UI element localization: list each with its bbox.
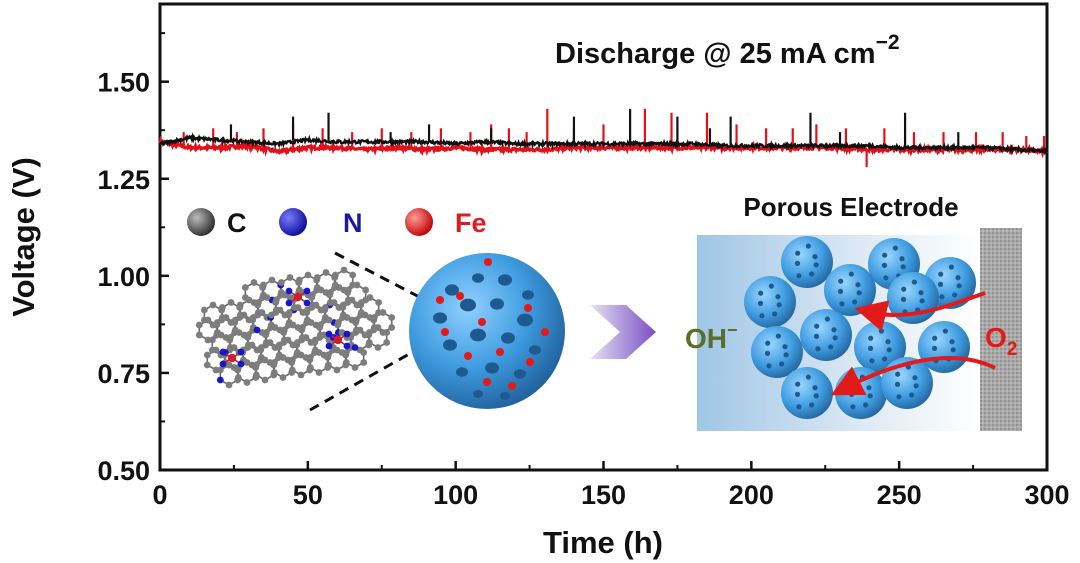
y-axis-title: Voltage (V)	[6, 157, 41, 317]
discharge-annotation: Discharge @ 25 mA cm−2	[555, 31, 900, 70]
fe-site-dot	[541, 328, 549, 336]
zoom-line-bottom	[309, 343, 426, 412]
fe-site-dot	[526, 358, 534, 366]
porous-ball-icon	[781, 236, 833, 288]
y-tick-label-2: 1.00	[97, 262, 150, 292]
x-tick-label-3: 150	[581, 480, 626, 510]
porous-ball-icon	[744, 276, 796, 328]
fe-site-dot	[484, 258, 492, 266]
y-tick-label-0: 0.50	[97, 456, 150, 486]
fe-site-dot	[478, 318, 486, 326]
porous-electrode-title: Porous Electrode	[743, 192, 958, 222]
sphere-pore	[473, 390, 483, 398]
x-tick-label-2: 100	[433, 480, 478, 510]
sphere-pore	[500, 392, 510, 400]
fe-site-dot	[524, 304, 532, 312]
sphere-pore	[490, 298, 504, 310]
chevron-arrow-icon	[590, 305, 656, 359]
sphere-pore	[501, 332, 515, 344]
x-tick-label-5: 250	[877, 480, 922, 510]
porous-ball-icon	[800, 309, 852, 361]
legend-label-fe: Fe	[455, 208, 487, 238]
o2-flow-arrow-lower	[830, 356, 996, 396]
series-line-1	[159, 132, 1049, 156]
legend-label-c: C	[227, 208, 247, 238]
porous-ball-icon	[854, 321, 906, 373]
oxygen-label: O2	[985, 322, 1017, 360]
porous-ball-icon	[881, 357, 933, 409]
oxygen-label-subscript: 2	[1007, 339, 1018, 360]
carbon-atom-icon	[187, 208, 215, 236]
discharge-annotation-main: Discharge @ 25 mA cm	[555, 38, 876, 70]
fe-site-dot	[508, 382, 516, 390]
sphere-pore	[470, 328, 486, 342]
sphere-pore	[485, 362, 499, 374]
sphere-pore	[433, 312, 447, 324]
nitrogen-atom-icon	[279, 208, 307, 236]
fe-site-dot	[496, 348, 504, 356]
fe-site-dot	[441, 328, 449, 336]
fe-site-dot	[464, 352, 472, 360]
porous-ball-icon	[824, 264, 876, 316]
sphere-pore	[517, 313, 533, 327]
sphere-pore	[498, 274, 512, 286]
porous-sphere-icon	[409, 253, 565, 409]
x-tick-label-6: 300	[1024, 480, 1069, 510]
sphere-pore	[522, 290, 534, 300]
fe-n-c-molecular-structure-icon	[195, 266, 396, 389]
atom-legend: C N Fe	[187, 208, 487, 238]
y-tick-label-3: 1.25	[97, 165, 150, 195]
hydroxide-label: OH−	[685, 320, 738, 354]
oxygen-label-text: O	[985, 322, 1007, 353]
sphere-pore	[443, 339, 457, 351]
sphere-pore	[460, 298, 476, 312]
fe-site-dot	[436, 296, 444, 304]
x-axis-title: Time (h)	[543, 525, 663, 560]
sphere-pore	[456, 367, 468, 377]
o2-flow-arrow-upper	[854, 291, 986, 332]
hydroxide-label-text: OH	[685, 323, 727, 354]
sphere-pore	[529, 345, 541, 355]
x-tick-label-0: 0	[152, 480, 167, 510]
series-layer	[158, 108, 1049, 168]
hydroxide-label-charge: −	[727, 320, 738, 340]
sphere-pore	[445, 284, 459, 296]
porous-electrode-diagram: OH− O2	[685, 228, 1022, 431]
fe-site-dot	[483, 378, 491, 386]
legend-label-n: N	[343, 208, 363, 238]
x-tick-label-4: 200	[729, 480, 774, 510]
sphere-pore	[472, 273, 484, 283]
fe-site-dot	[456, 292, 464, 300]
series-1	[159, 108, 1049, 156]
y-tick-label-4: 1.50	[97, 68, 150, 98]
axis-ticks: 0 50 100 150 200 250 300 0.50 0.75 1.00 1.25 1.50	[97, 32, 1070, 510]
y-tick-label-1: 0.75	[97, 359, 150, 389]
gas-diffusion-layer	[980, 228, 1022, 431]
x-tick-label-1: 50	[293, 480, 323, 510]
iron-atom-icon	[405, 208, 433, 236]
porous-ball-icon	[781, 367, 833, 419]
discharge-annotation-exponent: −2	[876, 31, 900, 54]
sphere-pore	[514, 369, 526, 379]
porous-ball-icon	[751, 326, 803, 378]
